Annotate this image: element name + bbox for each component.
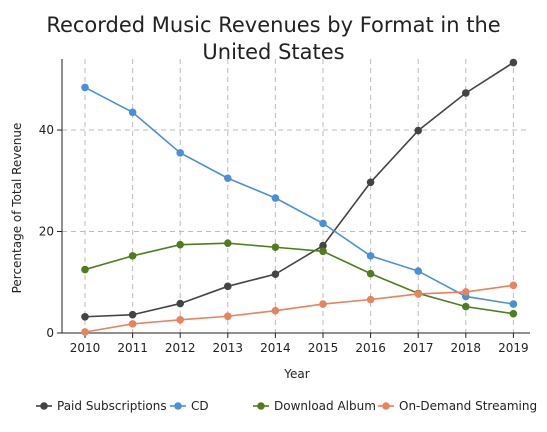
y-tick-label: 20: [39, 225, 54, 239]
data-point-download-album: [128, 252, 137, 260]
legend-marker-cd: [174, 402, 182, 410]
data-point-paid-subscriptions: [176, 299, 184, 308]
data-point-cd: [414, 267, 423, 275]
legend-label-cd: CD: [191, 399, 209, 413]
x-axis-title: Year: [283, 367, 309, 381]
data-point-download-album: [224, 239, 232, 247]
y-axis-title: Percentage of Total Revenue: [10, 123, 24, 294]
data-point-paid-subscriptions: [224, 282, 232, 291]
x-tick-label: 2015: [308, 341, 339, 355]
x-tick-label: 2014: [260, 341, 291, 355]
series-line-download-album: [84, 242, 514, 315]
data-point-download-album: [176, 240, 184, 249]
data-point-cd: [509, 300, 518, 308]
data-point-on-demand-streaming: [462, 288, 470, 296]
data-point-paid-subscriptions: [509, 58, 518, 67]
legend-label-on-demand-streaming: On-Demand Streaming: [399, 399, 537, 413]
series-line-cd: [84, 86, 514, 305]
data-point-download-album: [509, 309, 518, 318]
data-point-cd: [81, 83, 89, 92]
series-line-paid-subscriptions: [84, 61, 514, 318]
y-tick-label: 0: [46, 326, 54, 340]
data-point-on-demand-streaming: [176, 316, 184, 324]
data-point-on-demand-streaming: [81, 328, 89, 336]
data-point-download-album: [366, 269, 375, 278]
x-tick-label: 2010: [70, 341, 101, 355]
data-point-paid-subscriptions: [462, 89, 470, 97]
data-point-paid-subscriptions: [319, 241, 327, 250]
legend-marker-download-album: [257, 402, 265, 410]
data-point-download-album: [462, 302, 470, 311]
data-point-on-demand-streaming: [414, 290, 423, 298]
data-point-cd: [128, 108, 137, 117]
data-point-on-demand-streaming: [128, 320, 137, 328]
y-tick-label: 40: [39, 123, 54, 137]
x-tick-label: 2017: [403, 341, 434, 355]
data-point-cd: [366, 252, 375, 260]
data-point-paid-subscriptions: [414, 126, 423, 135]
data-point-paid-subscriptions: [366, 178, 375, 187]
data-point-cd: [224, 174, 232, 183]
data-point-cd: [271, 194, 280, 202]
x-tick-label: 2016: [355, 341, 386, 355]
data-point-download-album: [81, 265, 89, 274]
data-point-on-demand-streaming: [224, 312, 232, 321]
x-tick-label: 2011: [117, 341, 148, 355]
data-point-paid-subscriptions: [271, 270, 280, 278]
data-point-on-demand-streaming: [366, 295, 375, 304]
legend-marker-paid-subscriptions: [40, 402, 48, 410]
data-point-cd: [176, 149, 184, 157]
x-tick-label: 2012: [165, 341, 196, 355]
series-line-on-demand-streaming: [84, 284, 514, 333]
legend-label-download-album: Download Album: [274, 399, 376, 413]
data-point-download-album: [271, 243, 280, 252]
legend-marker-on-demand-streaming: [382, 402, 390, 410]
x-tick-label: 2013: [213, 341, 244, 355]
data-point-cd: [319, 219, 327, 228]
data-point-paid-subscriptions: [128, 310, 137, 319]
chart-title: Recorded Music Revenues by Format in the…: [46, 13, 501, 64]
legend-label-paid-subscriptions: Paid Subscriptions: [57, 399, 167, 413]
data-point-paid-subscriptions: [81, 312, 89, 321]
data-point-on-demand-streaming: [271, 306, 280, 315]
data-point-on-demand-streaming: [509, 281, 518, 290]
data-point-on-demand-streaming: [319, 300, 327, 308]
x-tick-label: 2019: [498, 341, 529, 355]
x-tick-label: 2018: [451, 341, 482, 355]
data-point-download-album: [319, 247, 327, 256]
